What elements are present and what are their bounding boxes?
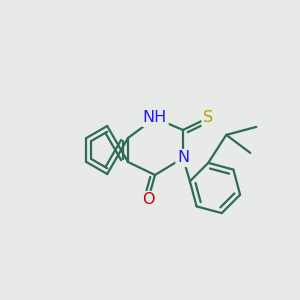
Text: S: S xyxy=(203,110,213,125)
Text: NH: NH xyxy=(143,110,167,125)
Text: O: O xyxy=(142,193,154,208)
Text: N: N xyxy=(177,151,189,166)
